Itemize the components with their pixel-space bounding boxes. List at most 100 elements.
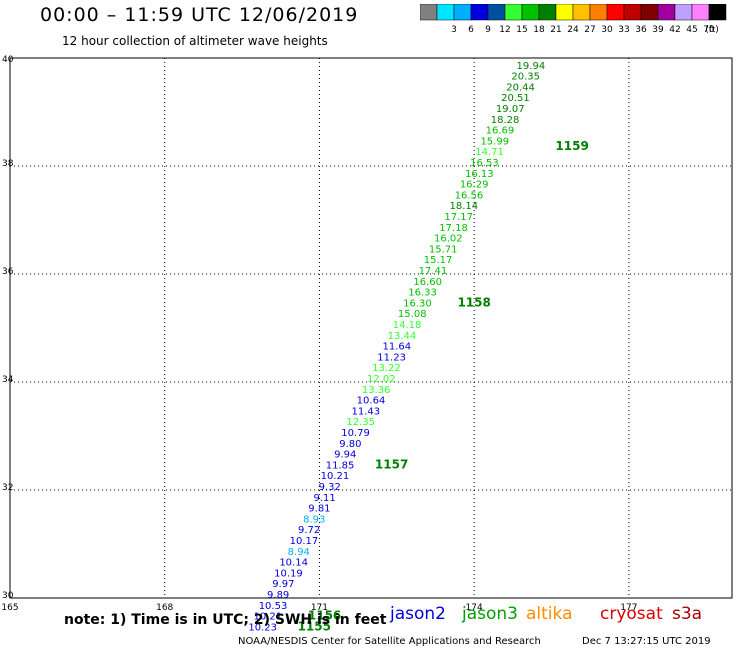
- wave-height-label: 19.07: [496, 104, 525, 115]
- page-subtitle: 12 hour collection of altimeter wave hei…: [62, 34, 328, 48]
- wave-height-label: 18.28: [491, 115, 520, 126]
- wave-height-label: 9.11: [313, 493, 335, 504]
- y-tick-label: 30: [2, 591, 14, 601]
- y-tick-label: 36: [2, 267, 14, 277]
- y-tick-label: 32: [2, 483, 13, 493]
- wave-height-label: 17.17: [444, 212, 473, 223]
- wave-height-label: 9.72: [298, 525, 320, 536]
- legend-label: 6: [468, 25, 474, 35]
- wave-height-label: 8.94: [288, 547, 310, 558]
- wave-height-label: 13.44: [388, 331, 417, 342]
- wave-height-label: 16.02: [434, 234, 463, 245]
- wave-height-label: 13.36: [362, 385, 391, 396]
- wave-height-label: 16.56: [455, 190, 484, 201]
- legend-label: 42: [669, 25, 680, 35]
- time-label: 1157: [375, 457, 408, 471]
- y-tick-label: 38: [2, 159, 14, 169]
- wave-height-label: 11.85: [326, 460, 355, 471]
- legend-label: 30: [601, 25, 613, 35]
- wave-height-label: 15.08: [398, 309, 427, 320]
- wave-height-label: 10.19: [274, 568, 303, 579]
- wave-height-label: 17.41: [419, 266, 448, 277]
- x-tick-label: 171: [311, 603, 328, 613]
- sat-s3a: s3a: [672, 604, 703, 624]
- wave-height-label: 20.44: [506, 82, 535, 93]
- wave-height-label: 10.14: [279, 558, 308, 569]
- wave-height-label: 12.02: [367, 374, 396, 385]
- wave-height-label: 15.17: [424, 255, 453, 266]
- wave-height-label: 12.35: [346, 417, 375, 428]
- legend-label: 18: [533, 25, 545, 35]
- wave-height-label: 10.17: [290, 536, 319, 547]
- time-label: 1158: [457, 295, 490, 309]
- time-label: 1155: [298, 619, 331, 633]
- wave-height-label: 10.53: [259, 601, 288, 612]
- y-tick-label: 40: [2, 55, 14, 65]
- wave-height-label: 16.60: [413, 277, 442, 288]
- legend-label: 36: [635, 25, 647, 35]
- wave-height-label: 10.23: [248, 622, 277, 633]
- wave-height-label: 9.97: [272, 579, 294, 590]
- wave-height-label: 10.79: [341, 428, 370, 439]
- wave-height-label: 18.14: [450, 201, 479, 212]
- legend-label: 21: [550, 25, 561, 35]
- legend-label: 70: [703, 25, 715, 35]
- wave-height-label: 11.23: [377, 352, 406, 363]
- footer-timestamp: Dec 7 13:27:15 UTC 2019: [582, 636, 711, 647]
- sat-cryosat: cryosat: [600, 604, 663, 624]
- time-label: 1156: [308, 609, 341, 623]
- sat-jason3: jason3: [462, 604, 518, 624]
- legend-swatch: [708, 4, 727, 21]
- time-label: 1159: [555, 139, 588, 153]
- wave-height-label: 16.13: [465, 169, 494, 180]
- wave-height-label: 16.69: [486, 126, 515, 137]
- legend-label: 45: [686, 25, 697, 35]
- plot-frame: [9, 57, 733, 599]
- wave-height-label: 11.64: [382, 342, 411, 353]
- x-tick-label: 177: [620, 603, 637, 613]
- wave-height-label: 19.94: [517, 61, 546, 72]
- wave-height-label: 9.81: [308, 504, 330, 515]
- sat-altika: altika: [526, 604, 573, 624]
- legend-unit: (ft): [705, 25, 719, 35]
- wave-height-label: 9.80: [339, 439, 361, 450]
- x-tick-label: 174: [466, 603, 483, 613]
- page-title: 00:00 – 11:59 UTC 12/06/2019: [40, 4, 359, 26]
- wave-height-label: 11.43: [352, 406, 381, 417]
- wave-height-label: 9.32: [319, 482, 341, 493]
- wave-height-label: 8.93: [303, 514, 325, 525]
- wave-height-label: 16.30: [403, 298, 432, 309]
- legend-label: 15: [516, 25, 527, 35]
- wave-height-label: 13.22: [372, 363, 401, 374]
- legend-label: 24: [567, 25, 579, 35]
- wave-height-label: 10.64: [357, 396, 386, 407]
- legend-label: 9: [485, 25, 491, 35]
- wave-height-label: 14.71: [475, 147, 504, 158]
- wave-height-label: 16.33: [408, 288, 437, 299]
- sat-jason2: jason2: [390, 604, 446, 624]
- wave-height-label: 9.89: [267, 590, 289, 601]
- x-tick-label: 165: [1, 603, 18, 613]
- legend-label: 39: [652, 25, 664, 35]
- legend-label: 3: [451, 25, 457, 35]
- legend-label: 12: [499, 25, 510, 35]
- wave-height-label: 15.71: [429, 244, 458, 255]
- legend-label: 27: [584, 25, 595, 35]
- wave-height-label: 16.53: [470, 158, 499, 169]
- note-text: note: 1) Time is in UTC; 2) SWH is in fe…: [64, 612, 387, 628]
- wave-height-label: 10.21: [254, 612, 283, 623]
- color-legend: 3 6 9 12 15 18 21 24 27 30 33 36 39 42 45 70(ft): [420, 4, 727, 35]
- x-tick-label: 168: [156, 603, 173, 613]
- wave-height-label: 20.51: [501, 93, 530, 104]
- wave-height-label: 10.21: [321, 471, 350, 482]
- wave-height-label: 16.29: [460, 180, 489, 191]
- wave-height-label: 20.35: [511, 72, 540, 83]
- wave-height-label: 17.18: [439, 223, 468, 234]
- legend-label: 33: [618, 25, 629, 35]
- y-tick-label: 34: [2, 375, 14, 385]
- footer-credit: NOAA/NESDIS Center for Satellite Applica…: [238, 636, 541, 647]
- wave-height-label: 14.18: [393, 320, 422, 331]
- wave-height-label: 15.99: [480, 136, 509, 147]
- wave-height-label: 9.94: [334, 450, 356, 461]
